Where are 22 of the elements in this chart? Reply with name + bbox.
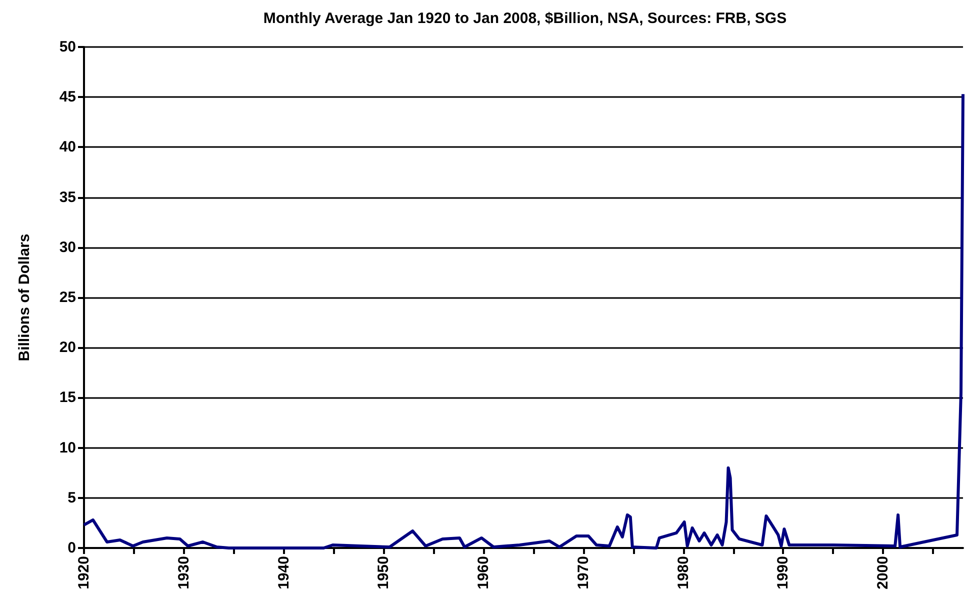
y-tick-label: 10 [59, 439, 76, 456]
x-tick-label: 1990 [774, 556, 792, 590]
x-tick-label: 1950 [375, 556, 392, 590]
y-tick-label: 20 [59, 339, 76, 356]
y-tick-label: 15 [59, 389, 76, 406]
y-tick-label: 45 [59, 88, 76, 106]
x-tick-label: 1940 [275, 556, 292, 590]
x-tick-label: 1920 [76, 556, 92, 590]
chart-title: Monthly Average Jan 1920 to Jan 2008, $Billion, NSA, Sources: FRB, SGS [263, 10, 787, 27]
y-tick-label: 35 [59, 188, 76, 206]
x-tick-label: 1980 [674, 556, 692, 590]
x-tick-label: 1970 [574, 556, 592, 590]
x-tick-label: 1930 [175, 556, 192, 590]
y-tick-label: 50 [59, 38, 76, 56]
x-tick-label: 2000 [874, 556, 892, 590]
y-tick-label: 0 [68, 540, 76, 556]
y-tick-label: 25 [59, 289, 76, 306]
y-axis-title: Billions of Dollars [16, 234, 33, 362]
y-tick-label: 40 [59, 138, 76, 156]
y-tick-label: 30 [59, 238, 76, 256]
y-tick-label: 5 [68, 489, 76, 506]
x-tick-label: 1960 [475, 556, 492, 590]
